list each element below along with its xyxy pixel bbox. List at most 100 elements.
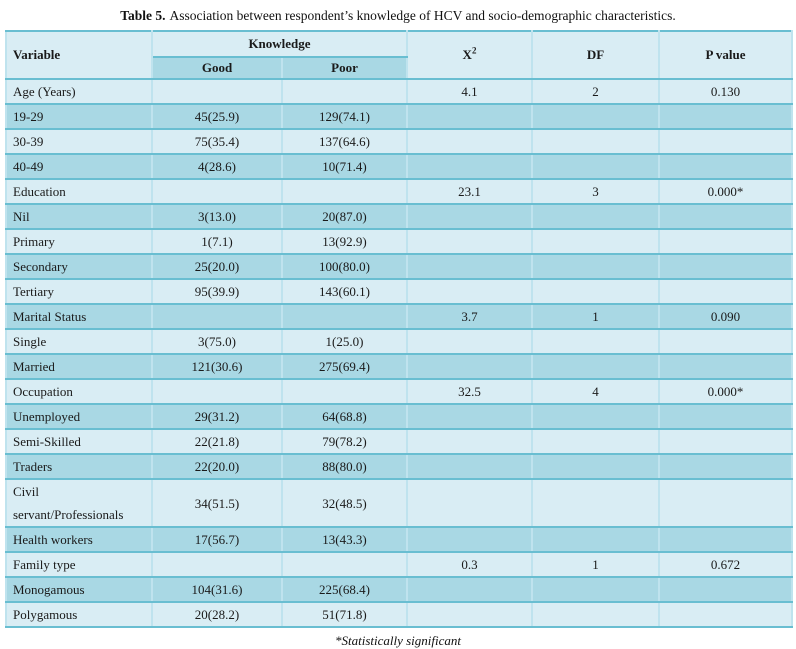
cell-variable: Married: [5, 353, 153, 380]
cell-good: 3(75.0): [151, 328, 283, 355]
cell-x2: [406, 453, 533, 480]
cell-df: 1: [531, 551, 660, 578]
table-row: Occupation 32.5 4 0.000*: [5, 378, 793, 405]
table-row: Education 23.1 3 0.000*: [5, 178, 793, 205]
cell-variable: Monogamous: [5, 576, 153, 603]
table-caption-text: Association between respondent’s knowled…: [169, 8, 676, 23]
table-row: Tertiary 95(39.9) 143(60.1): [5, 278, 793, 305]
cell-good: 17(56.7): [151, 526, 283, 553]
cell-variable: Age (Years): [5, 78, 153, 105]
cell-variable: Unemployed: [5, 403, 153, 430]
header-df: DF: [531, 30, 660, 80]
cell-x2: 23.1: [406, 178, 533, 205]
table-row: Secondary 25(20.0) 100(80.0): [5, 253, 793, 280]
cell-df: 4: [531, 378, 660, 405]
cell-good: [151, 78, 283, 105]
cell-good: 45(25.9): [151, 103, 283, 130]
cell-p: 0.090: [658, 303, 793, 330]
cell-poor: 143(60.1): [281, 278, 408, 305]
cell-good: 29(31.2): [151, 403, 283, 430]
table-row: Traders 22(20.0) 88(80.0): [5, 453, 793, 480]
header-variable: Variable: [5, 30, 153, 80]
cell-p: [658, 328, 793, 355]
cell-good: 25(20.0): [151, 253, 283, 280]
cell-df: [531, 228, 660, 255]
table-row: Polygamous 20(28.2) 51(71.8): [5, 601, 793, 628]
cell-p: [658, 253, 793, 280]
cell-variable: Marital Status: [5, 303, 153, 330]
cell-p: 0.130: [658, 78, 793, 105]
cell-x2: [406, 203, 533, 230]
cell-poor: 64(68.8): [281, 403, 408, 430]
cell-variable: Semi-Skilled: [5, 428, 153, 455]
cell-df: 3: [531, 178, 660, 205]
cell-variable: Health workers: [5, 526, 153, 553]
header-p-value: P value: [658, 30, 793, 80]
cell-poor: [281, 78, 408, 105]
cell-variable: 40-49: [5, 153, 153, 180]
header-good: Good: [151, 56, 283, 80]
cell-good: 75(35.4): [151, 128, 283, 155]
table-row: Nil 3(13.0) 20(87.0): [5, 203, 793, 230]
table-row: Unemployed 29(31.2) 64(68.8): [5, 403, 793, 430]
cell-variable: Family type: [5, 551, 153, 578]
cell-df: [531, 428, 660, 455]
cell-df: [531, 478, 660, 528]
cell-x2: [406, 153, 533, 180]
cell-p: [658, 278, 793, 305]
cell-p: 0.000*: [658, 378, 793, 405]
cell-df: [531, 253, 660, 280]
cell-x2: [406, 403, 533, 430]
cell-poor: 10(71.4): [281, 153, 408, 180]
cell-x2: [406, 428, 533, 455]
cell-df: [531, 403, 660, 430]
cell-poor: 13(92.9): [281, 228, 408, 255]
cell-poor: 275(69.4): [281, 353, 408, 380]
cell-poor: 51(71.8): [281, 601, 408, 628]
cell-poor: 137(64.6): [281, 128, 408, 155]
cell-df: [531, 128, 660, 155]
cell-good: 1(7.1): [151, 228, 283, 255]
table-row: Single 3(75.0) 1(25.0): [5, 328, 793, 355]
cell-p: 0.000*: [658, 178, 793, 205]
table-row: Semi-Skilled 22(21.8) 79(78.2): [5, 428, 793, 455]
table-row: 40-49 4(28.6) 10(71.4): [5, 153, 793, 180]
cell-variable: 30-39: [5, 128, 153, 155]
cell-p: [658, 453, 793, 480]
cell-df: [531, 278, 660, 305]
cell-poor: 100(80.0): [281, 253, 408, 280]
cell-good: 95(39.9): [151, 278, 283, 305]
cell-x2: [406, 103, 533, 130]
table-row: Civil servant/Professionals 34(51.5) 32(48…: [5, 478, 793, 528]
cell-x2: [406, 328, 533, 355]
cell-poor: [281, 551, 408, 578]
cell-p: [658, 203, 793, 230]
cell-variable: Civil servant/Professionals: [5, 478, 153, 528]
document-page: Table 5. Association between respondent’s…: [5, 8, 793, 648]
association-table: Variable Knowledge X2 DF P value Good Po…: [5, 30, 793, 628]
cell-p: [658, 601, 793, 628]
table-row: Age (Years) 4.1 2 0.130: [5, 78, 793, 105]
chi-superscript: 2: [471, 45, 477, 56]
cell-poor: 32(48.5): [281, 478, 408, 528]
cell-variable: Primary: [5, 228, 153, 255]
cell-df: [531, 576, 660, 603]
cell-x2: [406, 228, 533, 255]
cell-variable: Occupation: [5, 378, 153, 405]
cell-df: [531, 103, 660, 130]
cell-good: 34(51.5): [151, 478, 283, 528]
footnote: *Statistically significant: [334, 633, 462, 648]
cell-variable: Single: [5, 328, 153, 355]
cell-x2: [406, 601, 533, 628]
cell-p: 0.672: [658, 551, 793, 578]
table-row: Family type 0.3 1 0.672: [5, 551, 793, 578]
cell-good: 3(13.0): [151, 203, 283, 230]
cell-x2: 0.3: [406, 551, 533, 578]
cell-p: [658, 153, 793, 180]
cell-poor: 20(87.0): [281, 203, 408, 230]
cell-df: [531, 526, 660, 553]
cell-x2: [406, 576, 533, 603]
cell-p: [658, 403, 793, 430]
cell-x2: [406, 278, 533, 305]
cell-good: [151, 303, 283, 330]
